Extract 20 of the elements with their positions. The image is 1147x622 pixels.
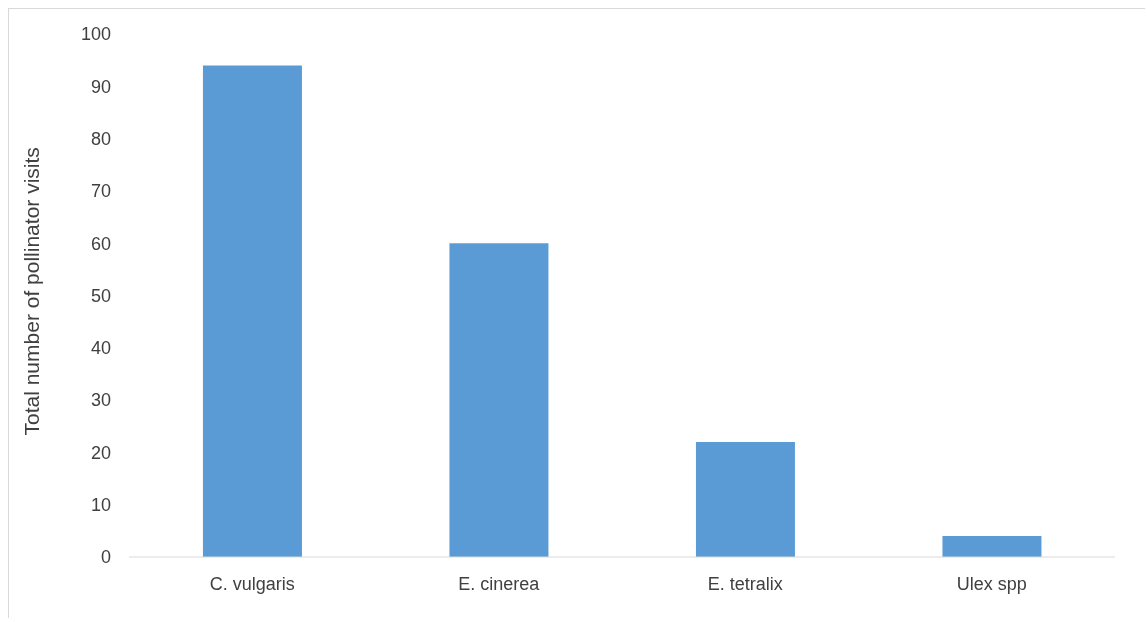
y-tick-label: 10 [90, 495, 111, 516]
bar [449, 243, 549, 557]
x-tick-label: Ulex spp [956, 573, 1027, 594]
y-tick-label: 60 [90, 233, 111, 254]
y-axis-title: Total number of pollinator visits [20, 147, 44, 436]
y-tick-label: 40 [90, 338, 111, 359]
bar [942, 536, 1042, 557]
x-tick-label: C. vulgaris [209, 573, 295, 594]
y-tick-label: 30 [90, 390, 111, 411]
y-tick-label: 20 [90, 442, 111, 463]
x-tick-label: E. cinerea [458, 573, 541, 594]
bar [202, 65, 302, 557]
y-tick-label: 50 [90, 285, 111, 306]
y-tick-label: 0 [100, 547, 111, 568]
y-tick-label: 100 [80, 24, 111, 45]
y-tick-label: 90 [90, 76, 111, 97]
bar [695, 441, 795, 557]
y-tick-label: 80 [90, 128, 111, 149]
x-tick-label: E. tetralix [707, 573, 783, 594]
y-tick-label: 70 [90, 181, 111, 202]
